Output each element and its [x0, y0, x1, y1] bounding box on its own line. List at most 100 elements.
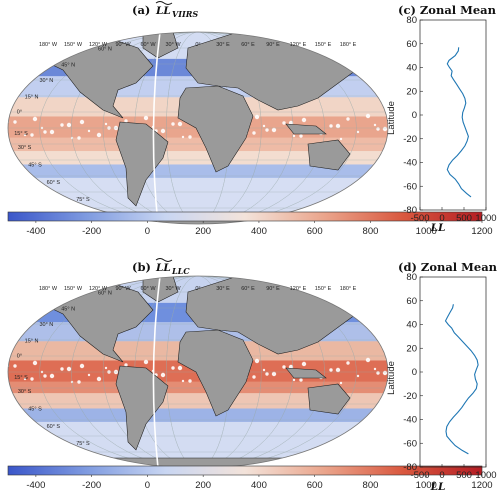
lon-label: 90° E	[266, 42, 280, 48]
zonal-mean-line	[446, 47, 472, 198]
land-maritime-continent	[285, 123, 327, 135]
cloud-gap	[373, 123, 377, 127]
cloud-gap	[299, 378, 303, 382]
land-australia	[307, 139, 351, 171]
meridian-line	[39, 276, 357, 468]
cloud-gap	[171, 122, 175, 126]
lon-label: 0°	[195, 286, 200, 292]
lon-label: 60° W	[140, 286, 156, 292]
lon-label: 150° E	[315, 42, 332, 48]
y-tick-label: 60	[406, 296, 417, 307]
cloud-gap	[104, 122, 108, 126]
lat-label: 0°	[17, 110, 22, 116]
cloud-gap	[262, 368, 266, 372]
lat-label: 45° S	[28, 406, 42, 412]
colorbar-tick-label: 200	[195, 480, 211, 491]
colorbar-b-bar	[7, 465, 483, 476]
colorbar-a-bar	[7, 211, 483, 222]
lon-label: 120° E	[290, 42, 307, 48]
cloud-gap	[282, 365, 286, 369]
y-tick-label: -80	[403, 205, 417, 216]
lat-label: 30° S	[18, 145, 32, 151]
colorbar-a-ticks: -400 -200 0 200 400 600 800 1000 1200	[26, 221, 493, 237]
cloud-gap	[79, 119, 85, 125]
lat-label: 75° S	[76, 441, 90, 447]
zonal-mean-line	[444, 304, 479, 455]
cloud-gap	[252, 131, 256, 135]
cloud-gap	[188, 135, 192, 139]
svg-text:(a): (a)	[132, 3, 150, 17]
cloud-gap	[160, 372, 166, 378]
cloud-gap	[271, 371, 277, 377]
cloud-gap	[43, 374, 47, 378]
cloud-gap	[49, 373, 55, 379]
lat-label: 15° N	[25, 94, 39, 100]
cloud-gap	[339, 137, 343, 141]
map-outline	[7, 31, 389, 225]
y-tick-label: 20	[406, 343, 417, 354]
x-tick-label: 1000	[475, 213, 496, 224]
cloud-gap	[292, 378, 296, 382]
lon-label: 0°	[195, 42, 200, 48]
cloud-gap	[23, 377, 27, 381]
lat-label: 60° N	[98, 46, 112, 52]
cloud-gap	[365, 357, 371, 363]
y-tick-label: 0	[412, 367, 417, 378]
lat-label: 45° N	[61, 63, 75, 69]
lat-label: 15° S	[14, 131, 28, 137]
lon-label: 30° E	[216, 286, 230, 292]
meridian-line	[39, 32, 357, 224]
lat-label: 0°	[17, 354, 22, 360]
x-tick-label: -500	[410, 470, 429, 481]
cloud-gap	[262, 124, 266, 128]
land-africa	[177, 329, 254, 417]
cloud-gap	[329, 124, 333, 128]
colorbar-tick-label: -400	[26, 226, 45, 237]
cloud-gap	[171, 366, 175, 370]
cloud-gap	[87, 373, 91, 377]
x-tick-label: 1000	[475, 470, 496, 481]
cloud-gap	[356, 374, 360, 378]
colorbar-a: -400 -200 0 200 400 600 800 1000 1200	[7, 211, 493, 237]
panel-c-title: (c) Zonal Mean	[398, 3, 497, 17]
lon-label: 120° E	[290, 286, 307, 292]
colorbar-tick-label: 600	[307, 480, 323, 491]
y-tick-label: 20	[406, 86, 417, 97]
lat-label: 15° S	[14, 375, 28, 381]
lon-label: 150° W	[64, 42, 83, 48]
cloud-gap	[96, 376, 102, 382]
zonal-chart-d: -80 -60 -40 -20 0 20 40 60 80 -500 0 500 1000	[403, 272, 496, 481]
cloud-gap	[188, 379, 192, 383]
colorbar-tick-label: 400	[251, 480, 267, 491]
cloud-gap	[43, 130, 47, 134]
colorbar-tick-label: 0	[145, 480, 150, 491]
cloud-gap	[335, 367, 341, 373]
map-ocean	[8, 276, 388, 468]
panel-a-symbol: LL	[155, 5, 171, 17]
land-greenland	[142, 32, 179, 59]
cloud-gap	[301, 361, 307, 367]
cloud-gap	[254, 114, 260, 120]
land-south-america	[115, 365, 169, 451]
lon-label: 90° W	[115, 286, 131, 292]
lat-label: 60° S	[47, 180, 61, 186]
colorbar-tick-label: 800	[363, 480, 379, 491]
cloud-gap	[292, 134, 296, 138]
lon-label: 180° E	[340, 42, 357, 48]
sst-band	[8, 164, 388, 179]
colorbar-tick-label: 800	[363, 226, 379, 237]
cloud-gap	[356, 130, 360, 134]
land-africa	[177, 85, 254, 173]
cloud-gap	[30, 133, 34, 137]
cloud-gap	[265, 372, 269, 376]
lat-label: 45° N	[61, 307, 75, 313]
panel-c-xlabel: LL	[430, 222, 446, 234]
cloud-gap	[339, 381, 343, 385]
map-b: 180° W 150° W 120° W 90° W 60° W 30° W 0° 30° E…	[7, 275, 389, 469]
colorbar-tick-label: 200	[195, 226, 211, 237]
lon-label: 60° E	[241, 42, 255, 48]
cloud-gap	[60, 367, 64, 371]
lat-label: 15° N	[25, 338, 39, 344]
cloud-gap	[79, 363, 85, 369]
